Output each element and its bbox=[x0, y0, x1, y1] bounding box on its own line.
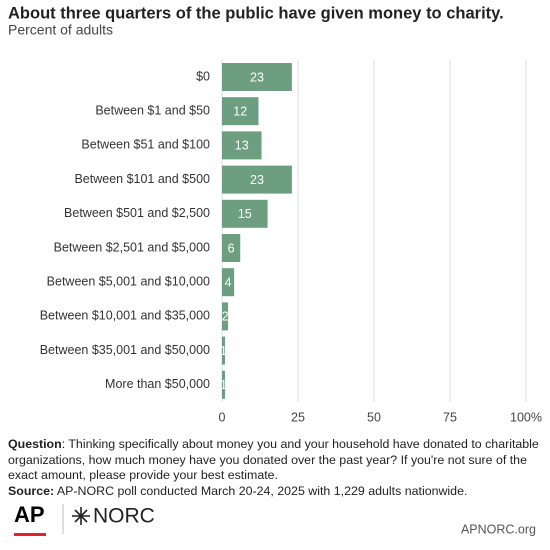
source-label: Source: bbox=[8, 483, 55, 498]
chart: About three quarters of the public have … bbox=[8, 4, 542, 424]
chart-title: About three quarters of the public have … bbox=[8, 4, 504, 22]
y-tick-label: Between $501 and $2,500 bbox=[64, 206, 210, 220]
bar bbox=[222, 370, 226, 399]
source-text: AP-NORC poll conducted March 20-24, 2025… bbox=[54, 483, 468, 498]
bar bbox=[222, 97, 259, 126]
norc-star bbox=[72, 507, 90, 525]
y-tick-label: Between $1 and $50 bbox=[95, 103, 210, 117]
norc-logo: NORC bbox=[93, 505, 155, 528]
x-tick-label: 50 bbox=[367, 410, 381, 424]
y-tick-label: Between $51 and $100 bbox=[81, 138, 210, 152]
value-label: 1 bbox=[220, 378, 227, 392]
y-tick-label: $0 bbox=[196, 69, 210, 83]
ap-underline bbox=[14, 533, 46, 536]
bar bbox=[222, 165, 292, 194]
y-tick-label: Between $5,001 and $10,000 bbox=[47, 274, 210, 288]
value-label: 2 bbox=[222, 310, 229, 324]
value-label: 1 bbox=[220, 344, 227, 358]
x-tick-label: 0 bbox=[219, 410, 226, 424]
bar bbox=[222, 268, 235, 297]
y-tick-label: More than $50,000 bbox=[105, 377, 210, 391]
bar bbox=[222, 131, 262, 160]
value-label: 12 bbox=[233, 104, 247, 118]
question: Question: Thinking specifically about mo… bbox=[8, 437, 544, 484]
bar bbox=[222, 234, 241, 262]
footnote: Question: Thinking specifically about mo… bbox=[8, 437, 544, 499]
value-label: 13 bbox=[235, 139, 249, 153]
y-tick-label: Between $2,501 and $5,000 bbox=[54, 240, 210, 254]
bar bbox=[222, 63, 292, 91]
question-text: : Thinking specifically about money you … bbox=[8, 437, 539, 483]
value-label: 23 bbox=[250, 70, 264, 84]
ap-logo: AP bbox=[14, 502, 45, 527]
logo-bar: AP NORC APNORC.org bbox=[14, 502, 536, 536]
question-label: Question bbox=[8, 437, 62, 451]
bar bbox=[222, 302, 229, 331]
y-tick-label: Between $10,001 and $35,000 bbox=[40, 309, 210, 323]
value-label: 15 bbox=[238, 207, 252, 221]
bar bbox=[222, 199, 268, 228]
y-tick-label: Between $35,001 and $50,000 bbox=[40, 343, 210, 357]
x-tick-label: 100% bbox=[510, 410, 542, 424]
value-label: 4 bbox=[225, 275, 232, 289]
x-tick-label: 25 bbox=[291, 410, 305, 424]
value-label: 23 bbox=[250, 173, 264, 187]
source: Source: AP-NORC poll conducted March 20-… bbox=[8, 484, 544, 500]
x-tick-label: 75 bbox=[443, 410, 457, 424]
bar bbox=[222, 336, 226, 365]
y-tick-label: Between $101 and $500 bbox=[74, 172, 210, 186]
chart-subtitle: Percent of adults bbox=[8, 22, 113, 38]
website: APNORC.org bbox=[461, 522, 536, 536]
value-label: 6 bbox=[228, 241, 235, 255]
